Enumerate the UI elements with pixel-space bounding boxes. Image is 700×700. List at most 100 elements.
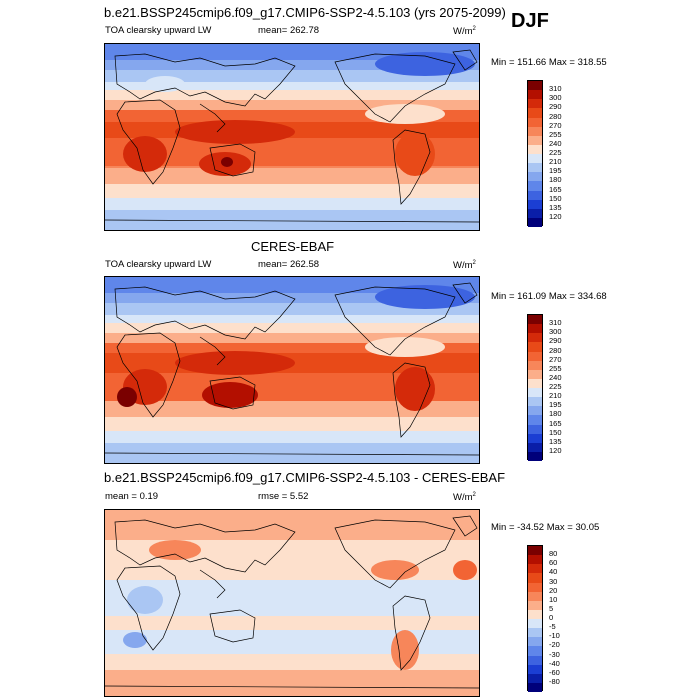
colorbar-swatch	[528, 397, 542, 407]
colorbar-swatch	[528, 600, 542, 610]
colorbar-tick-label: 180	[549, 409, 562, 419]
colorbar-swatch	[528, 163, 542, 173]
colorbar-tick-label: -40	[549, 658, 560, 668]
colorbar-swatch	[528, 424, 542, 434]
colorbar-swatch	[528, 573, 542, 583]
colorbar-tick-label: 240	[549, 138, 562, 148]
colorbar-tick-label: 5	[549, 603, 554, 613]
colorbar-tick-label: -30	[549, 649, 560, 659]
colorbar-swatch	[528, 388, 542, 398]
colorbar-tick-label: 135	[549, 202, 562, 212]
colorbar-tick-label: 225	[549, 148, 562, 157]
colorbar-tick-label: 120	[549, 445, 562, 455]
colorbar-tick-label: 195	[549, 400, 562, 410]
colorbar-swatch	[528, 555, 542, 565]
colorbar-tick-label: -5	[549, 622, 556, 632]
colorbar-tick-label: -20	[549, 640, 560, 650]
colorbar-swatch	[528, 682, 542, 692]
colorbar-swatch	[528, 135, 542, 145]
colorbar-swatch	[528, 108, 542, 118]
colorbar-swatch	[528, 415, 542, 425]
panel1-units: W/m2	[453, 26, 476, 38]
colorbar-tick-label: 310	[549, 318, 562, 328]
panel3-rmse-label: rmse = 5.52	[258, 491, 309, 502]
colorbar-tick-label: 300	[549, 93, 562, 103]
panel3-colorbar-swatches	[527, 545, 543, 692]
colorbar-tick-label: 120	[549, 211, 562, 221]
colorbar-tick-label: -60	[549, 667, 560, 677]
colorbar-tick-label: 280	[549, 345, 562, 355]
colorbar-swatch	[528, 646, 542, 656]
colorbar-tick-label: 270	[549, 354, 562, 364]
colorbar-swatch	[528, 378, 542, 388]
colorbar-swatch	[528, 351, 542, 361]
colorbar-swatch	[528, 406, 542, 416]
colorbar-tick-label: 165	[549, 418, 562, 428]
colorbar-swatch	[528, 99, 542, 109]
colorbar-tick-label: 60	[549, 558, 558, 568]
colorbar-tick-label: 225	[549, 382, 562, 391]
colorbar-swatch	[528, 315, 542, 325]
colorbar-swatch	[528, 81, 542, 91]
panel1-colorbar	[527, 80, 543, 227]
colorbar-swatch	[528, 591, 542, 601]
colorbar-swatch	[528, 208, 542, 218]
panel3-units: W/m2	[453, 492, 476, 504]
colorbar-swatch	[528, 628, 542, 638]
colorbar-tick-label: 290	[549, 336, 562, 346]
panel3-minmax: Min = -34.52 Max = 30.05	[491, 522, 600, 533]
panel1-variable-label: TOA clearsky upward LW	[105, 25, 212, 36]
colorbar-swatch	[528, 609, 542, 619]
colorbar-tick-label: 270	[549, 120, 562, 130]
panel3-title: b.e21.BSSP245cmip6.f09_g17.CMIP6-SSP2-4.…	[104, 470, 506, 485]
colorbar-tick-label: 240	[549, 372, 562, 382]
colorbar-swatch	[528, 673, 542, 683]
colorbar-tick-label: 150	[549, 193, 562, 203]
panel2-mean-label: mean= 262.58	[258, 259, 320, 270]
colorbar-swatch	[528, 154, 542, 164]
colorbar-tick-label: 280	[549, 111, 562, 121]
colorbar-swatch	[528, 217, 542, 227]
colorbar-tick-label: 195	[549, 166, 562, 176]
panel1-map	[104, 43, 480, 231]
colorbar-tick-label: 30	[549, 576, 558, 586]
colorbar-tick-label: 150	[549, 427, 562, 437]
colorbar-swatch	[528, 117, 542, 127]
colorbar-swatch	[528, 324, 542, 334]
colorbar-tick-label: 300	[549, 327, 562, 337]
colorbar-swatch	[528, 655, 542, 665]
panel1-minmax: Min = 151.66 Max = 318.55	[491, 57, 607, 68]
panel1-mean-label: mean= 262.78	[258, 25, 320, 36]
colorbar-swatch	[528, 582, 542, 592]
panel1-title: b.e21.BSSP245cmip6.f09_g17.CMIP6-SSP2-4.…	[104, 5, 506, 20]
colorbar-tick-label: 40	[549, 567, 558, 577]
colorbar-swatch	[528, 333, 542, 343]
panel3-colorbar	[527, 545, 543, 692]
colorbar-swatch	[528, 564, 542, 574]
colorbar-tick-label: -80	[549, 676, 560, 686]
colorbar-tick-label: 10	[549, 594, 558, 604]
panel3-mean-label: mean = 0.19	[105, 491, 159, 502]
panel1-colorbar-swatches	[527, 80, 543, 227]
colorbar-tick-label: 0	[549, 613, 554, 622]
colorbar-swatch	[528, 181, 542, 191]
colorbar-swatch	[528, 190, 542, 200]
colorbar-swatch	[528, 546, 542, 556]
colorbar-tick-label: 20	[549, 585, 558, 595]
colorbar-tick-label: 310	[549, 84, 562, 94]
colorbar-tick-label: -10	[549, 631, 560, 641]
colorbar-tick-label: 290	[549, 102, 562, 112]
colorbar-tick-label: 135	[549, 436, 562, 446]
colorbar-swatch	[528, 433, 542, 443]
colorbar-tick-label: 80	[549, 549, 558, 559]
colorbar-swatch	[528, 637, 542, 647]
colorbar-swatch	[528, 90, 542, 100]
colorbar-swatch	[528, 451, 542, 461]
panel2-minmax: Min = 161.09 Max = 334.68	[491, 291, 607, 302]
colorbar-tick-label: 180	[549, 175, 562, 185]
colorbar-tick-label: 255	[549, 363, 562, 373]
panel3-map	[104, 509, 480, 697]
colorbar-swatch	[528, 172, 542, 182]
colorbar-tick-label: 165	[549, 184, 562, 194]
colorbar-swatch	[528, 126, 542, 136]
